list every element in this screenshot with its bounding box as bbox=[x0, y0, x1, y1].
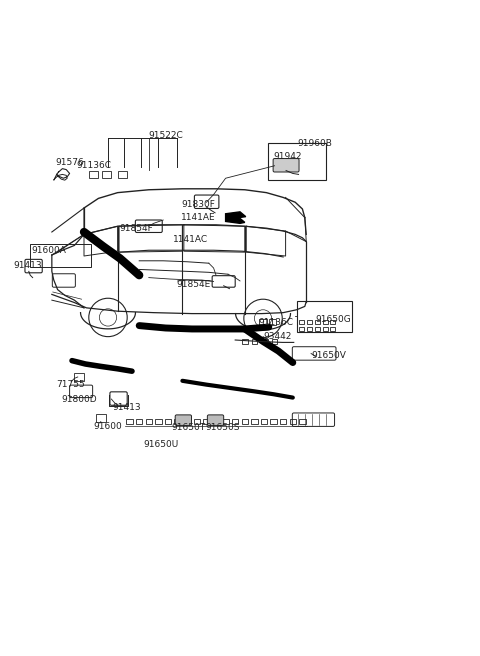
Bar bbox=[290, 419, 296, 424]
Bar bbox=[307, 320, 312, 324]
Text: 71755: 71755 bbox=[57, 380, 85, 389]
Text: 91600A: 91600A bbox=[31, 246, 66, 255]
Text: 91800D: 91800D bbox=[61, 394, 97, 403]
FancyBboxPatch shape bbox=[175, 415, 192, 426]
Text: 91136C: 91136C bbox=[77, 161, 112, 171]
Text: 91854F: 91854F bbox=[119, 224, 153, 233]
Bar bbox=[315, 320, 320, 324]
Text: 91413: 91413 bbox=[113, 403, 142, 412]
Bar bbox=[297, 300, 352, 332]
Text: 91960B: 91960B bbox=[298, 138, 333, 148]
Bar bbox=[280, 419, 287, 424]
Bar bbox=[146, 419, 152, 424]
Text: 91650G: 91650G bbox=[316, 315, 351, 324]
Bar bbox=[184, 419, 191, 424]
Bar bbox=[307, 327, 312, 331]
Bar bbox=[268, 143, 326, 180]
Text: 91522C: 91522C bbox=[149, 131, 183, 140]
Text: 1141AE: 1141AE bbox=[181, 213, 216, 222]
Bar bbox=[269, 319, 276, 325]
Bar bbox=[242, 339, 248, 344]
Bar bbox=[96, 415, 106, 422]
Bar bbox=[232, 419, 239, 424]
Text: 91413: 91413 bbox=[13, 261, 42, 270]
Bar bbox=[223, 419, 229, 424]
Bar bbox=[330, 327, 335, 331]
Bar bbox=[213, 419, 219, 424]
Text: 91600: 91600 bbox=[94, 422, 122, 431]
Bar bbox=[261, 419, 267, 424]
Bar bbox=[271, 419, 277, 424]
Bar bbox=[262, 339, 268, 344]
Bar bbox=[118, 171, 127, 178]
Bar bbox=[323, 320, 328, 324]
Text: 93442: 93442 bbox=[263, 332, 291, 341]
Text: 91650T: 91650T bbox=[172, 423, 206, 432]
Bar bbox=[89, 171, 98, 178]
Bar bbox=[252, 419, 258, 424]
Bar bbox=[204, 419, 210, 424]
Text: 91650S: 91650S bbox=[205, 423, 240, 432]
Text: 91854E: 91854E bbox=[177, 280, 211, 289]
Bar bbox=[330, 320, 335, 324]
Bar bbox=[156, 419, 162, 424]
Bar bbox=[175, 419, 181, 424]
Text: 91830F: 91830F bbox=[181, 199, 216, 209]
Bar bbox=[300, 419, 306, 424]
Bar bbox=[30, 243, 91, 266]
Text: 91136C: 91136C bbox=[258, 318, 293, 327]
Bar bbox=[165, 419, 171, 424]
Bar bbox=[242, 419, 248, 424]
Bar bbox=[74, 373, 84, 381]
Bar bbox=[323, 327, 328, 331]
Bar bbox=[272, 339, 277, 344]
Bar bbox=[259, 319, 267, 325]
Polygon shape bbox=[226, 212, 246, 223]
Text: 91650V: 91650V bbox=[311, 352, 346, 360]
Bar bbox=[127, 419, 132, 424]
Bar bbox=[299, 320, 304, 324]
Bar bbox=[315, 327, 320, 331]
Bar bbox=[194, 419, 200, 424]
FancyBboxPatch shape bbox=[207, 415, 224, 426]
Text: 1141AC: 1141AC bbox=[173, 235, 208, 243]
Bar bbox=[136, 419, 143, 424]
Bar bbox=[299, 327, 304, 331]
Text: 91942: 91942 bbox=[274, 152, 302, 161]
Text: 91576: 91576 bbox=[55, 158, 84, 167]
Bar bbox=[252, 339, 257, 344]
FancyBboxPatch shape bbox=[273, 159, 299, 172]
Bar bbox=[102, 171, 111, 178]
Text: 91650U: 91650U bbox=[143, 440, 178, 449]
